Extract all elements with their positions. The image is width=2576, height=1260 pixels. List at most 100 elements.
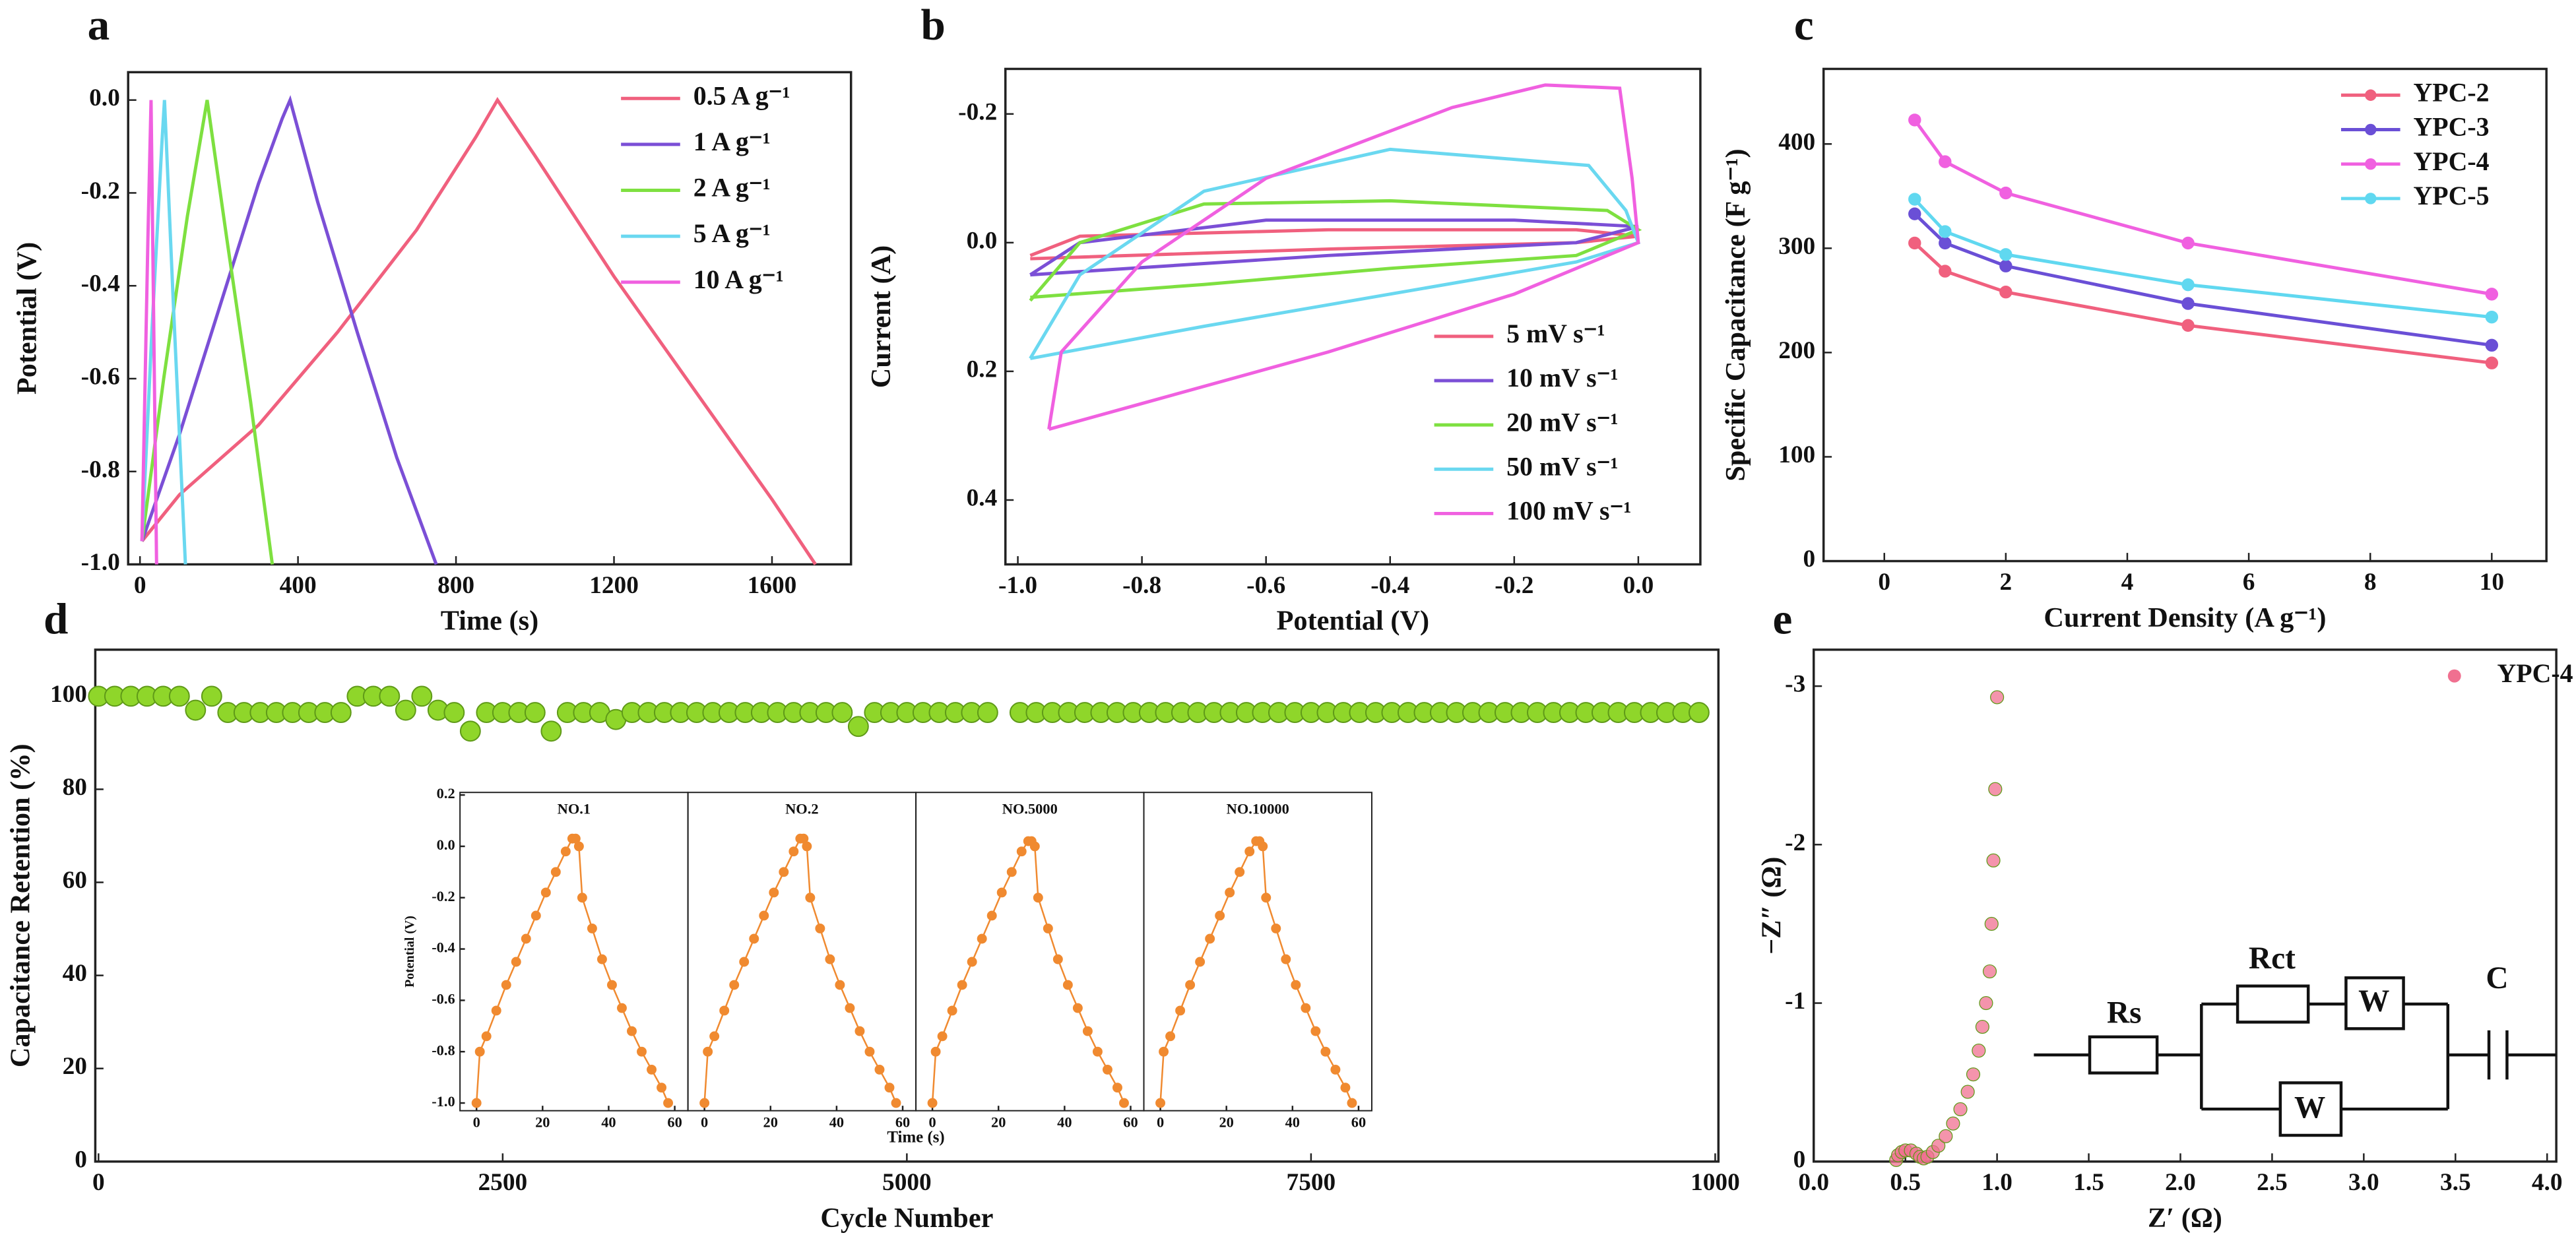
data-point	[1988, 782, 2003, 796]
data-point	[927, 1098, 938, 1108]
data-point	[1347, 1098, 1357, 1108]
data-point	[481, 1031, 492, 1042]
legend-marker	[2365, 158, 2377, 170]
x-tick-label: 4	[2121, 569, 2134, 596]
data-point	[1092, 1046, 1103, 1057]
data-point	[201, 685, 222, 707]
data-point	[596, 954, 607, 964]
x-tick-label: 1600	[748, 572, 797, 599]
data-point	[1072, 1003, 1083, 1013]
data-point	[459, 720, 481, 742]
data-point	[657, 1083, 667, 1093]
data-point	[937, 1031, 948, 1042]
y-tick-label: 200	[1778, 337, 1815, 364]
data-point	[1291, 980, 1301, 990]
series-line	[141, 96, 817, 565]
x-tick-label: 0	[1878, 569, 1890, 596]
panel-label: b	[921, 0, 946, 49]
y-tick-label: -0.6	[81, 363, 120, 391]
series-line	[1914, 241, 2492, 365]
legend-label: 10 mV s⁻¹	[1506, 363, 1618, 393]
data-point	[930, 1046, 941, 1057]
y-tick-label: 0.0	[437, 836, 455, 853]
data-point	[1939, 155, 1952, 168]
data-point	[1990, 690, 2005, 705]
data-point	[1931, 1139, 1946, 1153]
x-tick-label: 0	[134, 572, 146, 599]
x-tick-label: 0	[928, 1114, 936, 1131]
legend-marker	[2365, 193, 2377, 205]
panel-label: a	[88, 0, 110, 49]
data-point	[627, 1026, 637, 1036]
x-tick-label: 1.0	[1981, 1169, 2012, 1196]
x-tick-label: 2.5	[2257, 1169, 2288, 1196]
legend-label: YPC-2	[2414, 78, 2490, 107]
series-line	[1047, 83, 1640, 431]
data-point	[524, 702, 546, 723]
data-point	[831, 702, 853, 723]
data-point	[1939, 236, 1952, 250]
data-point	[185, 699, 207, 721]
y-tick-label: 0.2	[967, 356, 998, 383]
data-point	[1908, 207, 1921, 220]
x-tick-label: 3.0	[2348, 1169, 2379, 1196]
data-point	[2485, 288, 2499, 301]
circuit-label: C	[2486, 961, 2508, 995]
data-point	[977, 933, 987, 944]
data-point	[957, 980, 967, 990]
data-point	[1999, 259, 2012, 272]
data-point	[540, 720, 562, 742]
x-tick-label: 40	[601, 1114, 616, 1131]
data-point	[1939, 225, 1952, 238]
data-point	[2181, 319, 2195, 332]
series-line	[1029, 218, 1639, 277]
legend-label: 50 mV s⁻¹	[1506, 452, 1618, 481]
data-point	[891, 1098, 901, 1108]
y-axis-label: Current (A)	[866, 245, 897, 388]
data-point	[443, 702, 465, 723]
x-tick-label: 60	[1123, 1114, 1138, 1131]
legend-label: 10 A g⁻¹	[693, 265, 784, 294]
x-tick-label: -0.8	[1122, 572, 1161, 599]
x-tick-label: 0	[701, 1114, 708, 1131]
data-point	[531, 910, 541, 921]
data-point	[573, 841, 584, 852]
x-tick-label: 60	[1351, 1114, 1366, 1131]
data-point	[168, 685, 190, 707]
data-point	[1946, 1116, 1960, 1131]
y-axis-label: Capacitance Retention (%)	[5, 743, 36, 1067]
data-point	[577, 893, 587, 903]
data-point	[884, 1083, 895, 1093]
data-point	[854, 1026, 865, 1036]
x-tick-label: 0	[1157, 1114, 1164, 1131]
data-point	[521, 933, 531, 944]
data-point	[1975, 1020, 1989, 1034]
legend-label: YPC-3	[2414, 113, 2490, 142]
y-tick-label: -2	[1785, 829, 1805, 856]
y-tick-label: -1	[1785, 988, 1805, 1015]
x-tick-label: -1.0	[998, 572, 1037, 599]
panel-label: c	[1794, 0, 1814, 49]
x-tick-label: 2	[2000, 569, 2012, 596]
data-point	[802, 841, 812, 852]
data-point	[1688, 702, 1710, 723]
x-axis-label: Time (s)	[441, 606, 539, 637]
x-tick-label: 1000	[1690, 1169, 1740, 1196]
legend-label: YPC-5	[2414, 181, 2490, 210]
panel-label: e	[1773, 594, 1793, 643]
y-tick-label: 0.2	[437, 785, 455, 802]
data-point	[2485, 338, 2499, 352]
y-tick-label: -0.2	[432, 888, 455, 904]
legend-label: 100 mV s⁻¹	[1506, 497, 1631, 526]
x-axis-label: Z′ (Ω)	[2148, 1203, 2222, 1234]
legend-label: 5 mV s⁻¹	[1506, 319, 1605, 348]
y-tick-label: 0.0	[89, 84, 120, 111]
data-point	[739, 957, 750, 967]
data-point	[703, 1046, 713, 1057]
data-point	[1320, 1046, 1331, 1057]
x-tick-label: 400	[280, 572, 317, 599]
data-point	[560, 846, 571, 857]
x-tick-label: 6	[2243, 569, 2255, 596]
data-point	[977, 702, 998, 723]
resistor-rct	[2236, 984, 2310, 1024]
